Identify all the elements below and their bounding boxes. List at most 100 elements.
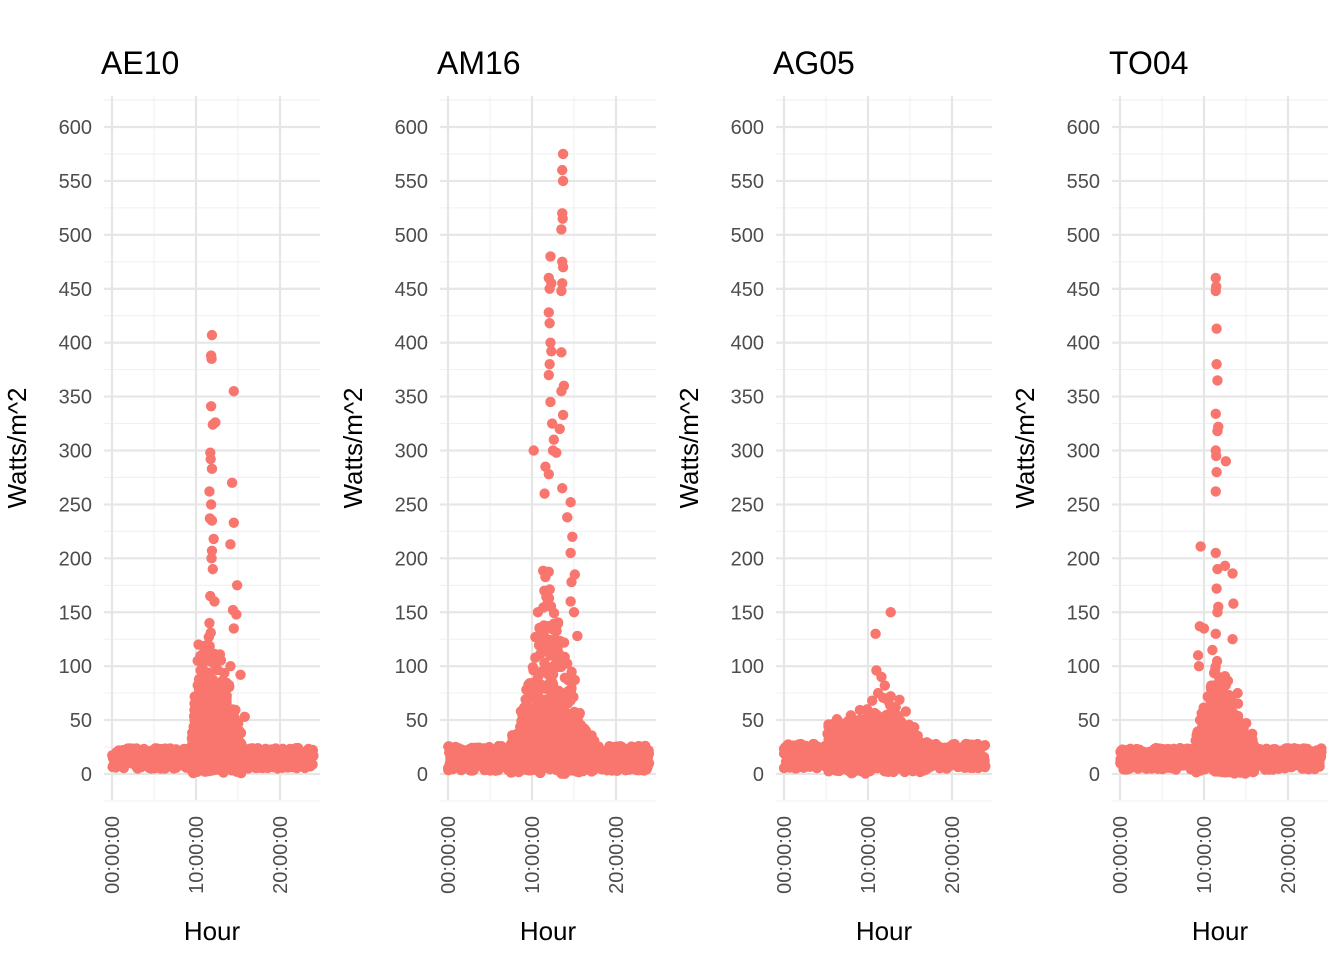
data-point — [205, 763, 216, 774]
data-point-outlier — [551, 447, 562, 458]
y-tick-label: 600 — [731, 117, 764, 139]
x-axis-title: Hour — [856, 916, 913, 946]
data-point — [565, 745, 576, 757]
data-point-outlier — [546, 346, 557, 357]
data-point-outlier — [206, 553, 217, 564]
data-point-outlier — [557, 409, 569, 421]
data-point-outlier — [557, 278, 568, 289]
data-point-outlier — [900, 706, 911, 717]
data-points — [778, 607, 991, 779]
data-point — [980, 760, 991, 772]
y-tick-label: 100 — [731, 656, 764, 678]
data-point-outlier — [890, 701, 901, 713]
data-point-outlier — [556, 347, 567, 358]
data-point-outlier — [545, 337, 556, 348]
data-point-outlier — [539, 488, 550, 499]
data-points — [442, 148, 655, 779]
x-tick-label: 20:00:00 — [270, 816, 292, 894]
x-axis-title: Hour — [520, 916, 577, 946]
data-point — [212, 664, 223, 676]
data-point — [213, 686, 225, 697]
data-point — [560, 698, 571, 709]
data-point-outlier — [207, 419, 218, 430]
data-point — [200, 732, 211, 744]
data-point-outlier — [557, 213, 568, 224]
data-point — [832, 756, 844, 767]
data-point — [550, 633, 561, 645]
data-point — [891, 747, 902, 758]
data-point — [510, 754, 521, 766]
data-point — [643, 745, 654, 756]
facet-panel-ae10: AE10050100150200250300350400450500550600… — [2, 45, 320, 946]
y-tick-label: 200 — [731, 548, 764, 570]
data-point-outlier — [885, 691, 896, 702]
data-point — [555, 661, 567, 673]
y-tick-label: 500 — [395, 225, 428, 247]
data-point — [536, 666, 548, 678]
data-point-outlier — [209, 596, 220, 607]
y-tick-label: 450 — [59, 279, 92, 301]
y-tick-label: 450 — [731, 279, 764, 301]
data-point — [510, 737, 521, 748]
data-point — [558, 637, 570, 648]
data-point-outlier — [556, 224, 567, 235]
data-point-outlier — [554, 423, 565, 435]
y-tick-label: 150 — [395, 602, 428, 624]
data-point — [903, 732, 914, 743]
data-point — [560, 723, 571, 734]
data-point — [110, 748, 122, 760]
data-point — [556, 708, 567, 719]
data-point-outlier — [228, 385, 239, 397]
data-point — [507, 766, 518, 778]
y-tick-label: 150 — [59, 602, 92, 624]
data-point — [1279, 744, 1291, 756]
data-point — [569, 759, 580, 770]
y-tick-label: 100 — [59, 656, 92, 678]
data-point-outlier — [556, 385, 567, 397]
data-point — [152, 760, 163, 771]
data-point-outlier — [565, 596, 576, 607]
y-tick-label: 400 — [395, 333, 428, 355]
data-point-outlier — [204, 617, 215, 629]
data-point — [542, 702, 553, 713]
data-point — [965, 739, 977, 751]
data-point-outlier — [557, 148, 569, 160]
data-point-outlier — [205, 401, 217, 412]
data-point-outlier — [565, 497, 576, 508]
data-point — [847, 751, 859, 762]
data-point-outlier — [239, 711, 250, 723]
data-point — [215, 702, 226, 713]
data-point — [465, 748, 477, 760]
y-tick-label: 400 — [59, 333, 92, 355]
data-point — [844, 735, 855, 746]
data-point-outlier — [543, 469, 554, 480]
data-point — [223, 755, 234, 767]
data-point — [250, 762, 262, 774]
data-point-outlier — [544, 359, 555, 370]
data-point — [565, 685, 576, 697]
data-point-outlier — [205, 499, 217, 510]
data-point — [543, 757, 554, 769]
y-tick-label: 500 — [59, 225, 92, 247]
y-tick-label: 600 — [395, 117, 428, 139]
data-point — [525, 748, 537, 759]
data-point — [948, 743, 959, 755]
data-point — [933, 741, 945, 752]
data-point-outlier — [228, 623, 239, 634]
data-point-outlier — [876, 671, 887, 683]
data-point — [582, 751, 594, 762]
data-point — [620, 764, 631, 775]
data-point — [824, 728, 835, 740]
data-point — [552, 646, 564, 657]
y-axis-title: Watts/m^2 — [674, 387, 704, 508]
data-point — [302, 751, 313, 762]
data-point-outlier — [557, 175, 569, 187]
data-point-outlier — [565, 547, 576, 559]
data-point — [210, 740, 222, 751]
data-point — [305, 761, 316, 772]
x-tick-label: 00:00:00 — [438, 816, 460, 894]
data-point — [601, 756, 612, 768]
data-point — [610, 747, 621, 758]
data-point-outlier — [544, 283, 555, 294]
